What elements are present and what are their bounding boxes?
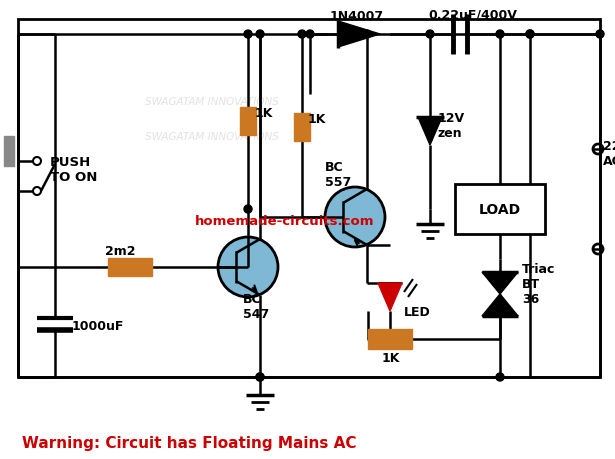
Circle shape xyxy=(496,373,504,381)
Bar xyxy=(108,258,152,276)
Text: 2m2: 2m2 xyxy=(105,245,135,257)
Polygon shape xyxy=(418,118,442,146)
Text: 1K: 1K xyxy=(308,113,327,126)
Polygon shape xyxy=(378,283,402,311)
Bar xyxy=(4,137,14,167)
Circle shape xyxy=(244,206,252,213)
Polygon shape xyxy=(482,272,518,294)
Text: 1K: 1K xyxy=(255,107,274,120)
Text: Warning: Circuit has Floating Mains AC: Warning: Circuit has Floating Mains AC xyxy=(22,435,357,450)
Circle shape xyxy=(526,31,534,39)
Polygon shape xyxy=(482,294,518,316)
Text: 1N4007: 1N4007 xyxy=(330,10,384,23)
Circle shape xyxy=(526,31,534,39)
Circle shape xyxy=(218,237,278,297)
Text: LOAD: LOAD xyxy=(479,202,521,217)
Text: homemade-circuits.com: homemade-circuits.com xyxy=(195,214,375,228)
Text: 12V
zen: 12V zen xyxy=(438,112,465,140)
Circle shape xyxy=(256,373,264,381)
Circle shape xyxy=(244,31,252,39)
Circle shape xyxy=(306,31,314,39)
Text: Triac
BT
36: Triac BT 36 xyxy=(522,263,555,305)
Bar xyxy=(455,185,545,235)
Circle shape xyxy=(298,31,306,39)
Circle shape xyxy=(363,31,371,39)
Text: BC
547: BC 547 xyxy=(243,292,269,320)
Circle shape xyxy=(325,188,385,247)
Circle shape xyxy=(426,31,434,39)
Bar xyxy=(18,20,600,377)
Polygon shape xyxy=(338,22,380,48)
Circle shape xyxy=(256,31,264,39)
Text: SWAGATAM INNOVATIONS: SWAGATAM INNOVATIONS xyxy=(145,132,279,142)
Bar xyxy=(368,329,412,349)
Text: 1K: 1K xyxy=(382,351,400,364)
Text: BC
557: BC 557 xyxy=(325,161,351,189)
Text: 0.22uF/400V: 0.22uF/400V xyxy=(428,8,517,21)
Text: 1000uF: 1000uF xyxy=(72,319,124,332)
Bar xyxy=(240,108,256,136)
Circle shape xyxy=(256,373,264,381)
Circle shape xyxy=(596,31,604,39)
Text: PUSH
TO ON: PUSH TO ON xyxy=(50,156,97,184)
Bar xyxy=(294,114,310,142)
Text: 220V
AC: 220V AC xyxy=(603,140,615,168)
Text: SWAGATAM INNOVATIONS: SWAGATAM INNOVATIONS xyxy=(145,97,279,107)
Circle shape xyxy=(496,31,504,39)
Text: LED: LED xyxy=(404,305,430,318)
